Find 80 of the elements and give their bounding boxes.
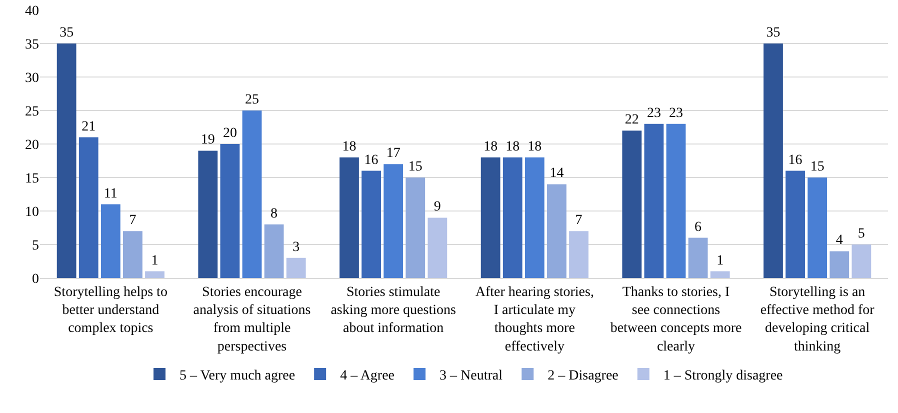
legend-label: 1 – Strongly disagree bbox=[663, 368, 783, 384]
legend-label: 2 – Disagree bbox=[548, 368, 618, 384]
data-label: 3 bbox=[292, 240, 300, 255]
bar bbox=[852, 244, 872, 278]
bar bbox=[622, 130, 642, 278]
y-tick-label: 5 bbox=[32, 238, 39, 254]
bar bbox=[145, 271, 164, 278]
data-label: 23 bbox=[669, 106, 683, 121]
bar bbox=[666, 124, 686, 278]
data-label: 15 bbox=[408, 160, 422, 174]
y-tick-label: 10 bbox=[25, 204, 39, 220]
x-tick-label: Storytelling is an effective method for developing critical thinking bbox=[760, 284, 875, 354]
x-tick-label: Storytelling helps to better understand complex topics bbox=[54, 284, 168, 336]
bar bbox=[123, 231, 142, 278]
y-tick-label: 35 bbox=[25, 37, 39, 52]
data-label: 18 bbox=[528, 139, 542, 154]
data-label: 20 bbox=[222, 126, 237, 141]
data-label: 15 bbox=[810, 160, 824, 174]
bar bbox=[384, 164, 404, 278]
data-label: 19 bbox=[200, 132, 215, 148]
bar bbox=[808, 178, 828, 278]
y-tick-label: 40 bbox=[25, 4, 39, 19]
data-label: 6 bbox=[694, 220, 702, 235]
bar bbox=[644, 124, 664, 278]
data-label: 18 bbox=[342, 139, 356, 154]
y-tick-label: 20 bbox=[25, 138, 39, 153]
x-tick-label: Stories encourage analysis of situations from multiple perspectives bbox=[193, 284, 311, 354]
bar bbox=[428, 218, 448, 278]
data-label: 4 bbox=[836, 233, 843, 248]
y-tick-label: 0 bbox=[32, 272, 39, 287]
legend-label: 4 – Agree bbox=[340, 368, 395, 384]
bar bbox=[710, 271, 730, 278]
data-label: 7 bbox=[575, 213, 582, 228]
data-label: 8 bbox=[270, 206, 278, 222]
y-tick-label: 25 bbox=[25, 104, 39, 120]
data-label: 35 bbox=[60, 26, 74, 40]
bar bbox=[830, 251, 850, 278]
bar bbox=[362, 170, 381, 278]
bar bbox=[406, 178, 426, 278]
data-label: 9 bbox=[434, 200, 441, 215]
bar bbox=[786, 170, 805, 278]
bar bbox=[569, 231, 588, 278]
bar bbox=[688, 238, 708, 278]
bar bbox=[764, 44, 783, 278]
bar bbox=[100, 204, 120, 278]
data-label: 22 bbox=[624, 112, 639, 128]
data-label: 16 bbox=[364, 152, 378, 168]
data-label: 5 bbox=[858, 226, 865, 242]
bar bbox=[198, 150, 218, 278]
x-tick-label: Thanks to stories, I see connections between concepts more clearly bbox=[610, 284, 742, 354]
legend-label: 3 – Neutral bbox=[440, 368, 503, 384]
x-tick-label: Stories stimulate asking more questions about information bbox=[330, 284, 456, 336]
data-label: 1 bbox=[151, 253, 158, 268]
data-label: 35 bbox=[766, 26, 780, 40]
bar bbox=[78, 137, 98, 278]
bar bbox=[242, 110, 262, 278]
y-tick-label: 15 bbox=[25, 171, 39, 186]
data-label: 18 bbox=[484, 139, 498, 154]
y-tick-label: 30 bbox=[25, 70, 39, 86]
bar bbox=[56, 44, 76, 278]
data-label: 16 bbox=[788, 152, 802, 168]
bar bbox=[524, 157, 544, 278]
data-label: 25 bbox=[245, 92, 259, 108]
bar bbox=[547, 184, 566, 278]
data-label: 21 bbox=[82, 119, 96, 134]
data-label: 1 bbox=[716, 253, 724, 268]
bar bbox=[340, 157, 359, 278]
data-label: 23 bbox=[646, 106, 661, 121]
data-label: 14 bbox=[550, 166, 564, 182]
bar bbox=[264, 224, 284, 278]
legend-label: 5 – Very much agree bbox=[180, 368, 296, 384]
bar bbox=[220, 144, 240, 278]
bar bbox=[286, 258, 306, 278]
data-label: 17 bbox=[386, 146, 400, 162]
data-label: 7 bbox=[129, 213, 136, 228]
data-label: 11 bbox=[104, 186, 118, 202]
data-label: 18 bbox=[506, 139, 520, 154]
bar bbox=[480, 157, 500, 278]
x-tick-label: After hearing stories, I articulate my thoughts more effectively bbox=[475, 284, 594, 354]
bar bbox=[502, 157, 522, 278]
